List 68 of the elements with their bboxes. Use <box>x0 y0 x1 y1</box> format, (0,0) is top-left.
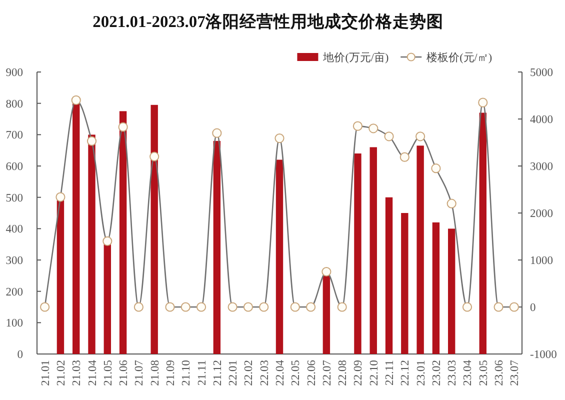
x-tick-label: 22.04 <box>274 360 286 386</box>
x-tick-label: 21.04 <box>86 360 99 386</box>
y-tick-label: 200 <box>6 286 24 298</box>
x-tick-label: 21.12 <box>212 360 224 386</box>
bar <box>150 104 158 354</box>
x-tick-label: 22.03 <box>258 360 271 386</box>
x-tick-label: 21.06 <box>118 360 130 386</box>
x-tick-label: 22.02 <box>243 360 256 386</box>
x-tick-label: 21.11 <box>196 360 208 386</box>
y-tick-label: 300 <box>6 255 24 267</box>
y-tick-label: 600 <box>6 161 24 173</box>
bar <box>416 146 424 354</box>
x-tick-label: 22.07 <box>321 360 334 386</box>
x-tick-label: 21.05 <box>102 360 114 386</box>
y-tick-label: 100 <box>6 318 24 330</box>
x-tick-label: 23.05 <box>478 360 490 386</box>
bar <box>322 276 330 354</box>
x-tick-label: 23.02 <box>430 360 443 386</box>
bar <box>56 200 64 354</box>
x-tick-label: 21.07 <box>134 360 146 386</box>
bar <box>88 134 96 354</box>
x-tick-label: 22.10 <box>368 360 380 386</box>
y2-tick-label: -1000 <box>530 349 558 361</box>
y-tick-label: 700 <box>6 130 24 142</box>
bar <box>401 213 408 354</box>
y2-tick-label: 2000 <box>530 208 554 220</box>
y-tick-label: 900 <box>6 67 24 79</box>
x-tick-label: 21.09 <box>164 360 177 386</box>
legend-label: 楼板价(元/㎡) <box>426 51 492 64</box>
y2-tick-label: 5000 <box>530 67 554 79</box>
x-tick-label: 23.07 <box>509 360 522 386</box>
bar <box>119 111 127 354</box>
legend-label: 地价(万元/亩) <box>322 51 389 64</box>
bar <box>385 197 393 354</box>
x-tick-label: 21.03 <box>71 360 84 386</box>
bar <box>479 112 486 354</box>
bar <box>72 103 80 354</box>
bar <box>370 147 377 354</box>
y2-tick-label: 4000 <box>530 114 554 126</box>
x-tick-label: 22.09 <box>352 360 365 386</box>
x-tick-label: 21.01 <box>40 360 52 386</box>
bar <box>448 228 456 354</box>
bar <box>104 244 111 354</box>
x-tick-label: 22.06 <box>306 360 318 386</box>
chart-title: 2021.01-2023.07洛阳经营性用地成交价格走势图 <box>92 12 444 31</box>
x-tick-label: 22.08 <box>337 360 350 386</box>
x-tick-label: 23.06 <box>494 360 506 386</box>
x-tick-label: 22.12 <box>400 360 412 386</box>
x-tick-label: 23.01 <box>415 360 428 386</box>
y2-tick-label: 0 <box>530 302 536 314</box>
bar <box>432 222 440 354</box>
y-tick-label: 500 <box>6 192 24 204</box>
x-tick-label: 23.04 <box>462 360 474 386</box>
y-tick-label: 400 <box>6 224 24 236</box>
y2-tick-label: 3000 <box>530 161 554 173</box>
y-tick-label: 800 <box>6 98 24 110</box>
y-tick-label: 0 <box>17 349 24 361</box>
x-tick-label: 21.02 <box>55 360 68 386</box>
x-tick-label: 23.03 <box>446 360 459 386</box>
bar <box>213 140 221 354</box>
x-tick-label: 22.05 <box>290 360 302 386</box>
x-tick-label: 22.11 <box>384 360 396 386</box>
x-tick-label: 21.10 <box>180 360 193 386</box>
x-tick-label: 22.01 <box>228 360 240 386</box>
y2-tick-label: 1000 <box>530 255 554 267</box>
bar <box>354 153 362 354</box>
bar <box>276 160 284 354</box>
x-tick-label: 21.08 <box>149 360 162 386</box>
